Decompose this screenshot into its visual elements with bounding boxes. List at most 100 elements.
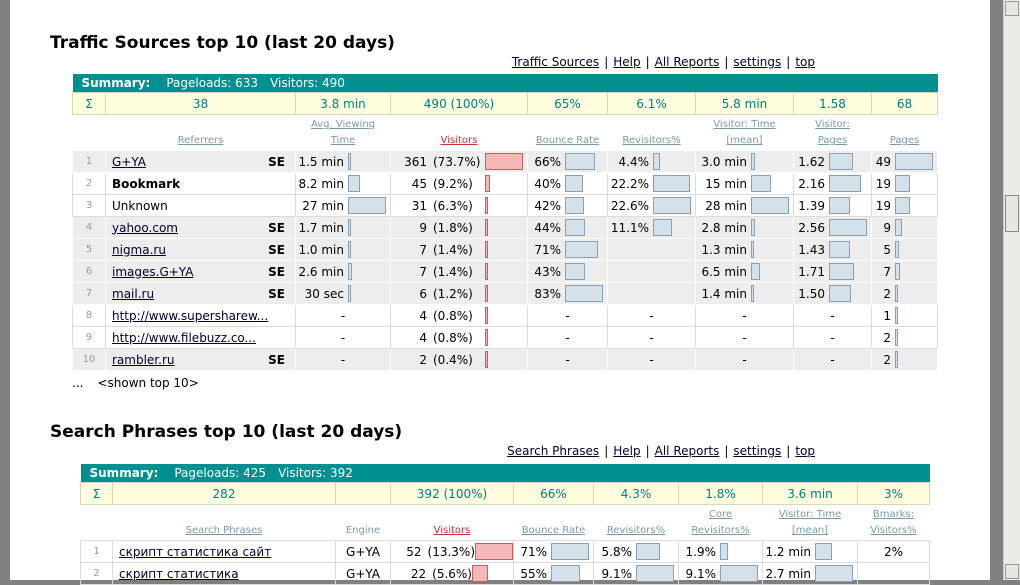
total-cell: Σ (80, 482, 113, 505)
bar-box (829, 284, 871, 304)
cell: 2.16 (793, 172, 872, 195)
source-name[interactable]: nigma.ru (112, 242, 166, 257)
scroll-down[interactable] (1005, 564, 1019, 579)
header-text[interactable]: Visitor: Time (713, 119, 776, 130)
total-cell: 1.8% (678, 482, 763, 505)
bar-box (485, 152, 527, 172)
report-table: Summary: Pageloads: 633 Visitors: 490 Σ 38 3.… (72, 74, 939, 371)
header-text[interactable]: Revisitors% (606, 525, 666, 536)
total-cell: 3.8 min (295, 92, 391, 115)
nav-link[interactable]: All Reports (654, 55, 720, 69)
value-bar (565, 219, 586, 236)
cell-inner: 2 (873, 328, 937, 348)
header-cell: Search Phrases (113, 505, 336, 541)
header-text[interactable]: Bounce Rate (535, 135, 600, 146)
header-text[interactable]: Visitors (440, 135, 478, 146)
source-name[interactable]: images.G+YA (112, 264, 194, 279)
source-name[interactable]: скрипт статистика (119, 566, 239, 581)
cell: 66% (527, 150, 608, 173)
cell: - (527, 348, 608, 371)
bar-box (895, 306, 936, 326)
cell-inner: 5 (873, 240, 937, 260)
source-name[interactable]: rambler.ru (112, 352, 175, 367)
header-text[interactable]: Engine (345, 525, 381, 536)
source-name[interactable]: G+YA (112, 154, 146, 169)
header-text[interactable]: Visitor: Time (778, 509, 842, 520)
bar-box (653, 262, 695, 282)
nav-link[interactable]: All Reports (654, 444, 720, 458)
source-name[interactable]: скрипт статистика сайт (119, 544, 272, 559)
cell: rambler.ru SE (105, 348, 296, 371)
bar-box (895, 174, 936, 194)
cell: 40% (527, 172, 608, 195)
value-bar (485, 241, 488, 258)
nav-link[interactable]: Help (613, 55, 641, 69)
cell: 15 min (695, 172, 794, 195)
total-value: 490 (100%) (423, 96, 495, 111)
bar-box (653, 174, 695, 194)
cell-text: 28 min (705, 198, 747, 213)
report-table: Summary: Pageloads: 425 Visitors: 392 Σ 282 3… (80, 464, 931, 585)
header-text[interactable]: Avg. Viewing (310, 119, 376, 130)
bar-box (485, 196, 527, 216)
header-text[interactable]: Search Phrases (185, 525, 263, 536)
nav-link[interactable]: top (795, 444, 815, 458)
cell-inner: http://www.supersharew... (107, 306, 295, 326)
value-bar (485, 329, 488, 346)
nav-link[interactable]: Search Phrases (507, 444, 600, 458)
source-name[interactable]: http://www.supersharew... (112, 308, 269, 323)
cell: 1.0 min (295, 238, 391, 261)
header-text[interactable]: [mean] (726, 135, 763, 146)
nav-link[interactable]: settings (733, 55, 782, 69)
header-text[interactable]: [mean] (791, 525, 829, 536)
nav-link[interactable]: top (795, 55, 815, 69)
cell-inner: 1.9% (680, 542, 762, 562)
header-text[interactable]: Bounce Rate (521, 525, 586, 536)
source-name[interactable]: yahoo.com (112, 220, 178, 235)
cell: - (295, 348, 391, 371)
header-text[interactable]: Referrers (177, 135, 224, 146)
cell-inner: 2 (873, 284, 937, 304)
bar-box (653, 284, 695, 304)
header-text[interactable]: Time (330, 135, 356, 146)
cell: 71% (513, 540, 594, 563)
cell-inner: 1.3 min (697, 240, 793, 260)
cell-inner: 9 (1.8%) (392, 218, 527, 238)
bar-box (720, 564, 762, 584)
cell-inner: - (297, 350, 390, 370)
section-title: Traffic Sources top 10 (last 20 days) (50, 33, 395, 53)
cell-text: 1 (883, 308, 892, 323)
cell: 27 min (295, 194, 391, 217)
cell-text: 2.7 min (765, 566, 811, 581)
header-text[interactable]: Visitors (433, 525, 471, 536)
header-cell: Visitors (391, 505, 514, 541)
header-text[interactable]: Revisitors% (622, 135, 681, 146)
header-text[interactable]: Pages (817, 135, 848, 146)
cell: 3.0 min (695, 150, 794, 173)
source-name[interactable]: http://www.filebuzz.co... (112, 330, 256, 345)
total-value: 282 (212, 486, 236, 501)
header-text[interactable]: Pages (889, 135, 920, 146)
nav-link[interactable]: Traffic Sources (511, 55, 600, 69)
header-text[interactable]: Visitor: (815, 119, 850, 130)
bar-box (829, 196, 871, 216)
page: Traffic Sources top 10 (last 20 days) Tra… (10, 0, 990, 585)
source-name[interactable]: mail.ru (112, 286, 155, 301)
scroll-up[interactable] (1005, 1, 1019, 16)
nav-link[interactable]: Help (613, 444, 641, 458)
header-text[interactable]: Visitors% (870, 525, 917, 536)
header-text[interactable]: Bmarks: (872, 509, 915, 520)
cell-inner: - (697, 350, 793, 370)
engine-tag: SE (268, 154, 285, 169)
bar-box (815, 542, 857, 562)
cell-text: 71% (534, 242, 561, 257)
nav-link[interactable]: settings (733, 444, 782, 458)
cell-inner: yahoo.com SE (107, 218, 295, 238)
value-bar (348, 153, 351, 170)
summary-visitors: Visitors: 490 (270, 76, 345, 90)
scroll-thumb[interactable] (1005, 195, 1019, 232)
scrollbar[interactable] (1003, 0, 1020, 580)
cell: - (607, 326, 696, 349)
header-text[interactable]: Revisitors% (691, 525, 750, 536)
header-text[interactable]: Core (708, 509, 733, 520)
